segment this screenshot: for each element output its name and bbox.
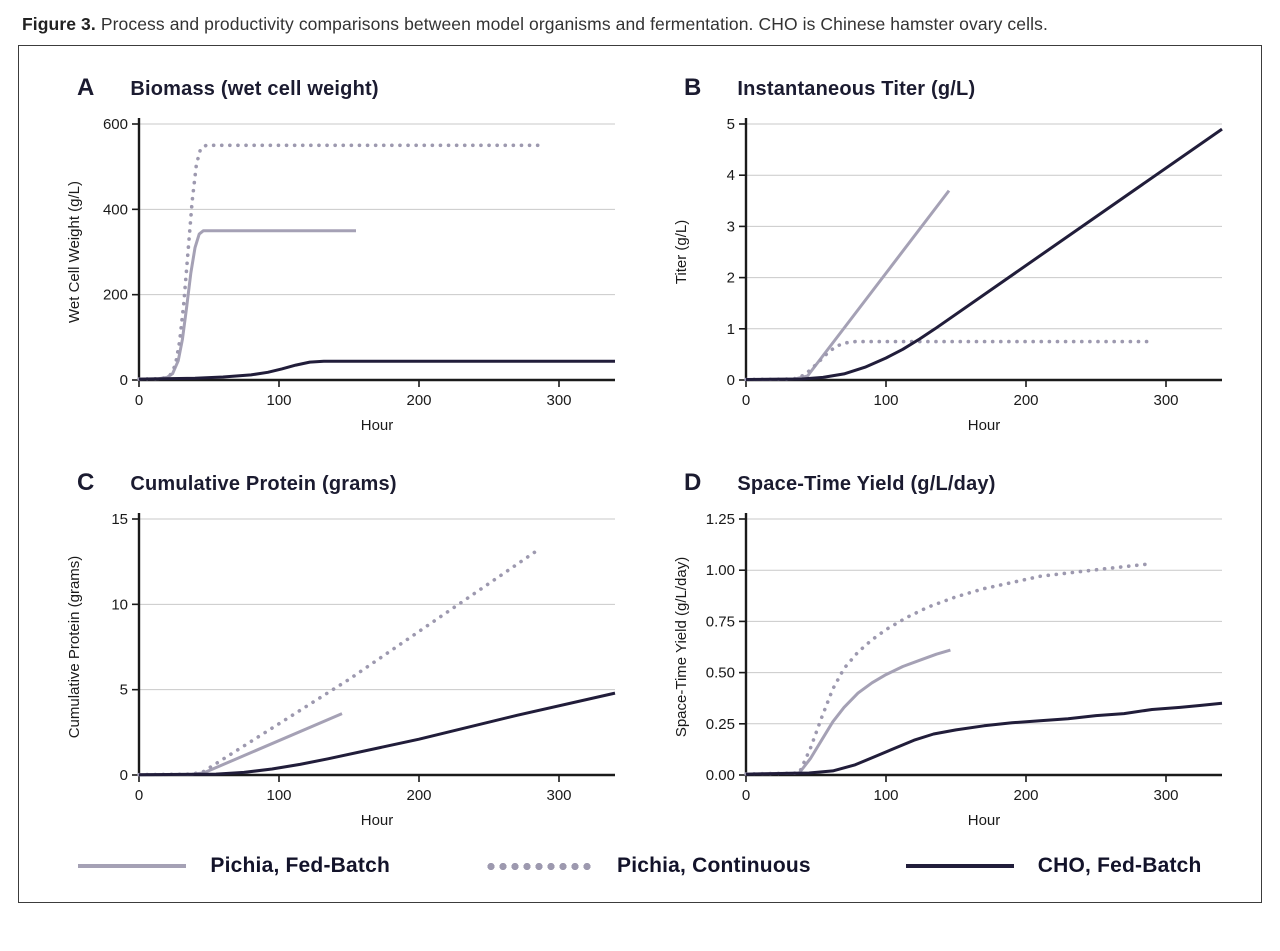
svg-text:100: 100 xyxy=(873,787,898,804)
svg-text:1.00: 1.00 xyxy=(706,562,735,579)
svg-text:100: 100 xyxy=(873,392,898,409)
svg-text:Hour: Hour xyxy=(968,812,1001,829)
figure-caption-text: Process and productivity comparisons bet… xyxy=(100,14,1048,34)
panel-title-titer: Instantaneous Titer (g/L) xyxy=(737,78,976,100)
svg-text:200: 200 xyxy=(1013,392,1038,409)
svg-text:1.25: 1.25 xyxy=(706,511,735,528)
svg-text:0.00: 0.00 xyxy=(706,767,735,784)
panel-letter-a: A xyxy=(77,74,95,101)
svg-text:Hour: Hour xyxy=(361,812,394,829)
svg-text:3: 3 xyxy=(727,218,735,235)
panel-biomass: A Biomass (wet cell weight) 0 200 400 600 0 1… xyxy=(33,64,640,441)
panel-title-space-time-yield: Space-Time Yield (g/L/day) xyxy=(737,473,996,495)
svg-text:Hour: Hour xyxy=(968,417,1001,434)
panel-header: A Biomass (wet cell weight) xyxy=(77,74,640,102)
svg-text:5: 5 xyxy=(120,682,128,699)
legend-label-cho-fed-batch: CHO, Fed-Batch xyxy=(1037,854,1202,877)
svg-text:300: 300 xyxy=(1153,392,1178,409)
svg-text:300: 300 xyxy=(546,787,571,804)
svg-text:100: 100 xyxy=(266,787,291,804)
svg-text:5: 5 xyxy=(727,116,735,133)
legend-line-cho-fed-batch xyxy=(905,864,1014,868)
svg-text:0: 0 xyxy=(120,372,128,389)
panel-title-cumulative-protein: Cumulative Protein (grams) xyxy=(130,473,397,495)
svg-text:4: 4 xyxy=(727,167,735,184)
svg-text:0: 0 xyxy=(742,787,750,804)
svg-text:0: 0 xyxy=(742,392,750,409)
svg-text:Hour: Hour xyxy=(361,417,394,434)
panel-letter-b: B xyxy=(684,74,702,101)
svg-text:300: 300 xyxy=(546,392,571,409)
svg-text:0: 0 xyxy=(135,392,143,409)
svg-text:600: 600 xyxy=(103,116,128,133)
figure-box: A Biomass (wet cell weight) 0 200 400 600 0 1… xyxy=(18,45,1262,903)
svg-text:1: 1 xyxy=(727,321,735,338)
titer-chart: 0 1 2 3 4 5 0 100 200 300 Hour Titer (g/L) xyxy=(673,116,1223,434)
legend-line-pichia-fed-batch xyxy=(78,864,187,868)
legend-item-pichia-fed-batch: Pichia, Fed-Batch xyxy=(78,854,390,878)
svg-text:0: 0 xyxy=(135,787,143,804)
svg-text:0: 0 xyxy=(120,767,128,784)
svg-text:0.50: 0.50 xyxy=(706,665,735,682)
legend: Pichia, Fed-Batch Pichia, Continuous CHO… xyxy=(33,836,1247,892)
svg-text:200: 200 xyxy=(1013,787,1038,804)
svg-text:200: 200 xyxy=(406,787,431,804)
panel-header: D Space-Time Yield (g/L/day) xyxy=(684,469,1247,497)
svg-text:200: 200 xyxy=(406,392,431,409)
panel-letter-d: D xyxy=(684,469,702,496)
svg-text:Space-Time Yield (g/L/day): Space-Time Yield (g/L/day) xyxy=(673,557,690,737)
panel-title-biomass: Biomass (wet cell weight) xyxy=(130,78,379,100)
svg-text:15: 15 xyxy=(111,511,128,528)
panel-titer: B Instantaneous Titer (g/L) 0 1 2 3 4 5 0 100 20… xyxy=(640,64,1247,441)
svg-text:Cumulative Protein (grams): Cumulative Protein (grams) xyxy=(66,556,83,739)
legend-label-pichia-continuous: Pichia, Continuous xyxy=(617,854,811,877)
svg-text:200: 200 xyxy=(103,287,128,304)
cumulative-protein-chart: 0 5 10 15 0 100 200 300 Hour Cumulative Protein (… xyxy=(66,511,616,829)
biomass-chart: 0 200 400 600 0 100 200 300 Hour Wet Cell Weight … xyxy=(66,116,615,434)
panel-letter-c: C xyxy=(77,469,95,496)
svg-text:2: 2 xyxy=(727,270,735,287)
svg-text:300: 300 xyxy=(1153,787,1178,804)
svg-text:100: 100 xyxy=(266,392,291,409)
svg-text:400: 400 xyxy=(103,201,128,218)
legend-item-cho-fed-batch: CHO, Fed-Batch xyxy=(905,854,1202,878)
svg-text:10: 10 xyxy=(111,596,128,613)
panel-space-time-yield: D Space-Time Yield (g/L/day) 0.00 0.25 0.5… xyxy=(640,459,1247,836)
svg-text:Wet Cell Weight (g/L): Wet Cell Weight (g/L) xyxy=(66,181,83,323)
panel-header: B Instantaneous Titer (g/L) xyxy=(684,74,1247,102)
panel-cumulative-protein: C Cumulative Protein (grams) 0 5 10 15 0 100 2… xyxy=(33,459,640,836)
svg-text:0.75: 0.75 xyxy=(706,613,735,630)
legend-item-pichia-continuous: Pichia, Continuous xyxy=(485,854,811,878)
figure-caption: Figure 3. Process and productivity compa… xyxy=(0,0,1280,45)
space-time-yield-chart: 0.00 0.25 0.50 0.75 1.00 1.25 0 100 200 300 Hour Sp… xyxy=(673,511,1223,829)
charts-grid: A Biomass (wet cell weight) 0 200 400 600 0 1… xyxy=(33,64,1247,836)
panel-header: C Cumulative Protein (grams) xyxy=(77,469,640,497)
legend-dotted-line-pichia-continuous xyxy=(485,861,593,871)
svg-text:0.25: 0.25 xyxy=(706,716,735,733)
legend-label-pichia-fed-batch: Pichia, Fed-Batch xyxy=(210,854,390,877)
svg-text:0: 0 xyxy=(727,372,735,389)
figure-label: Figure 3. xyxy=(22,14,96,34)
svg-text:Titer (g/L): Titer (g/L) xyxy=(673,220,690,284)
